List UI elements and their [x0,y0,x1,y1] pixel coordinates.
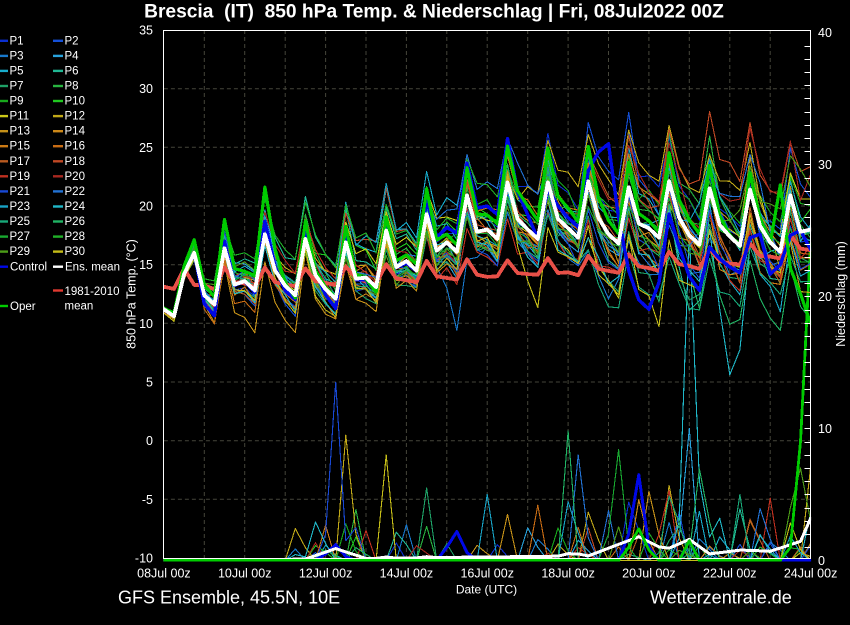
svg-text:22Jul 00z: 22Jul 00z [703,567,757,581]
svg-text:-5: -5 [142,493,153,507]
svg-text:20Jul 00z: 20Jul 00z [622,567,676,581]
svg-text:0: 0 [146,434,153,448]
svg-text:10Jul 00z: 10Jul 00z [218,567,272,581]
svg-text:10: 10 [139,317,153,331]
svg-text:P7: P7 [10,81,24,93]
svg-text:850 hPa Temp. (°C): 850 hPa Temp. (°C) [125,239,139,349]
svg-text:20: 20 [818,290,832,304]
svg-text:0: 0 [818,554,825,568]
svg-text:P5: P5 [10,65,24,77]
svg-text:P9: P9 [10,96,24,108]
svg-text:Wetterzentrale.de: Wetterzentrale.de [650,588,792,608]
svg-text:Oper: Oper [10,301,36,313]
svg-text:P29: P29 [10,246,30,258]
svg-text:P22: P22 [65,186,85,198]
svg-text:18Jul 00z: 18Jul 00z [541,567,595,581]
svg-text:P19: P19 [10,171,30,183]
svg-text:mean: mean [65,301,94,313]
svg-text:08Jul 00z: 08Jul 00z [137,567,191,581]
svg-text:P15: P15 [10,141,30,153]
svg-text:30: 30 [818,158,832,172]
svg-text:Date (UTC): Date (UTC) [456,583,517,597]
svg-text:35: 35 [139,24,153,38]
svg-text:P11: P11 [10,111,30,123]
svg-text:P10: P10 [65,96,85,108]
svg-text:P16: P16 [65,141,85,153]
svg-text:16Jul 00z: 16Jul 00z [460,567,514,581]
svg-text:P20: P20 [65,171,85,183]
svg-text:P18: P18 [65,156,85,168]
svg-text:Niederschlag (mm): Niederschlag (mm) [834,241,848,347]
svg-text:P30: P30 [65,246,85,258]
svg-text:P14: P14 [65,126,86,138]
svg-text:GFS Ensemble, 45.5N, 10E: GFS Ensemble, 45.5N, 10E [118,588,340,608]
svg-text:24Jul 00z: 24Jul 00z [784,567,838,581]
svg-text:P2: P2 [65,35,79,47]
svg-text:P24: P24 [65,201,86,213]
svg-text:P23: P23 [10,201,30,213]
svg-text:P4: P4 [65,50,80,62]
svg-text:10: 10 [818,422,832,436]
svg-text:Ens. mean: Ens. mean [65,262,120,274]
svg-text:15: 15 [139,258,153,272]
svg-text:12Jul 00z: 12Jul 00z [299,567,353,581]
svg-text:P26: P26 [65,216,85,228]
svg-text:P27: P27 [10,231,30,243]
svg-text:40: 40 [818,26,832,40]
svg-text:P25: P25 [10,216,30,228]
svg-text:25: 25 [139,141,153,155]
svg-text:14Jul 00z: 14Jul 00z [380,567,434,581]
svg-text:30: 30 [139,82,153,96]
svg-text:P17: P17 [10,156,30,168]
svg-text:5: 5 [146,376,153,390]
svg-text:P6: P6 [65,65,79,77]
svg-text:P8: P8 [65,81,79,93]
svg-text:P12: P12 [65,111,85,123]
svg-text:20: 20 [139,200,153,214]
svg-text:P1: P1 [10,35,24,47]
svg-text:Brescia (IT) 850 hPa Temp. &: Brescia (IT) 850 hPa Temp. & Niederschla… [144,2,724,23]
svg-text:-10: -10 [135,552,153,566]
svg-text:P21: P21 [10,186,30,198]
svg-text:P28: P28 [65,231,85,243]
svg-text:P13: P13 [10,126,30,138]
svg-text:Control: Control [10,262,47,274]
svg-text:P3: P3 [10,50,24,62]
svg-text:1981-2010: 1981-2010 [65,286,120,298]
